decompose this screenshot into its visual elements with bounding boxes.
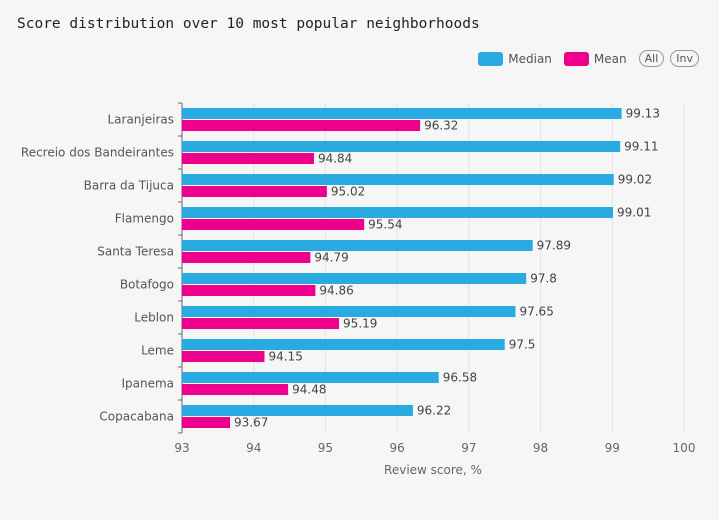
- x-tick-label: 93: [174, 441, 189, 455]
- data-label-mean: 93.67: [234, 416, 268, 430]
- bar-median: [182, 207, 614, 218]
- x-tick-label: 98: [533, 441, 548, 455]
- bar-median: [182, 174, 614, 185]
- legend-all-button[interactable]: All: [638, 50, 665, 67]
- y-tick-label: Laranjeiras: [107, 113, 174, 127]
- legend-swatch-mean: [563, 51, 589, 66]
- bar-median: [182, 240, 533, 251]
- y-tick-label: Copacabana: [99, 410, 174, 424]
- data-label-mean: 95.54: [368, 218, 402, 232]
- data-label-median: 96.58: [443, 371, 477, 385]
- y-tick-label: Recreio dos Bandeirantes: [21, 146, 174, 160]
- bar-mean: [182, 417, 231, 428]
- legend-item-mean[interactable]: Mean: [563, 51, 627, 66]
- legend-item-median[interactable]: Median: [478, 51, 552, 66]
- bar-mean: [182, 120, 421, 131]
- bar-mean: [182, 285, 316, 296]
- y-tick-label: Flamengo: [115, 212, 174, 226]
- legend-invert-button[interactable]: Inv: [670, 50, 699, 67]
- labels: 93 94 95 96 97 98 99 100 Laranjeiras 99.13 96.32 Re…: [21, 107, 696, 456]
- data-label-median: 99.13: [626, 107, 660, 121]
- data-label-mean: 94.15: [268, 350, 302, 364]
- data-label-median: 97.5: [509, 338, 536, 352]
- x-tick-label: 100: [673, 441, 696, 455]
- bar-mean: [182, 219, 365, 230]
- y-tick-label: Ipanema: [121, 377, 174, 391]
- data-label-median: 97.65: [519, 305, 553, 319]
- bar-median: [182, 339, 505, 350]
- bar-median: [182, 372, 439, 383]
- data-label-mean: 96.32: [424, 119, 458, 133]
- legend: Median Mean All Inv: [478, 50, 699, 67]
- bar-mean: [182, 384, 289, 395]
- bar-median: [182, 108, 622, 119]
- bar-median: [182, 141, 621, 152]
- bar-mean: [182, 186, 327, 197]
- bar-mean: [182, 153, 314, 164]
- y-tick-label: Leblon: [134, 311, 174, 325]
- axes: [178, 102, 183, 434]
- bar-median: [182, 405, 413, 416]
- bars: [182, 108, 622, 428]
- bar-mean: [182, 252, 311, 263]
- y-tick-label: Barra da Tijuca: [84, 179, 174, 193]
- x-tick-label: 99: [605, 441, 620, 455]
- data-label-median: 97.89: [537, 239, 571, 253]
- chart-title: Score distribution over 10 most popular …: [17, 16, 480, 32]
- legend-label-mean: Mean: [593, 51, 627, 66]
- bar-mean: [182, 318, 340, 329]
- data-label-median: 97.8: [530, 272, 557, 286]
- y-tick-label: Leme: [141, 344, 174, 358]
- data-label-mean: 95.19: [343, 317, 377, 331]
- legend-label-median: Median: [508, 51, 552, 66]
- bar-mean: [182, 351, 265, 362]
- data-label-mean: 95.02: [331, 185, 365, 199]
- bar-median: [182, 273, 527, 284]
- x-tick-label: 96: [390, 441, 405, 455]
- grid-lines: [181, 103, 685, 433]
- bar-median: [182, 306, 516, 317]
- y-tick-label: Botafogo: [120, 278, 174, 292]
- data-label-median: 99.02: [618, 173, 652, 187]
- legend-swatch-median: [478, 51, 504, 66]
- data-label-median: 99.11: [624, 140, 658, 154]
- data-label-median: 99.01: [617, 206, 651, 220]
- y-tick-label: Santa Teresa: [97, 245, 174, 259]
- data-label-mean: 94.86: [319, 284, 353, 298]
- x-axis-title: Review score, %: [384, 463, 482, 477]
- x-tick-label: 95: [318, 441, 333, 455]
- data-label-mean: 94.84: [318, 152, 352, 166]
- x-tick-label: 97: [461, 441, 476, 455]
- data-label-median: 96.22: [417, 404, 451, 418]
- x-tick-label: 94: [246, 441, 261, 455]
- data-label-mean: 94.48: [292, 383, 326, 397]
- data-label-mean: 94.79: [314, 251, 348, 265]
